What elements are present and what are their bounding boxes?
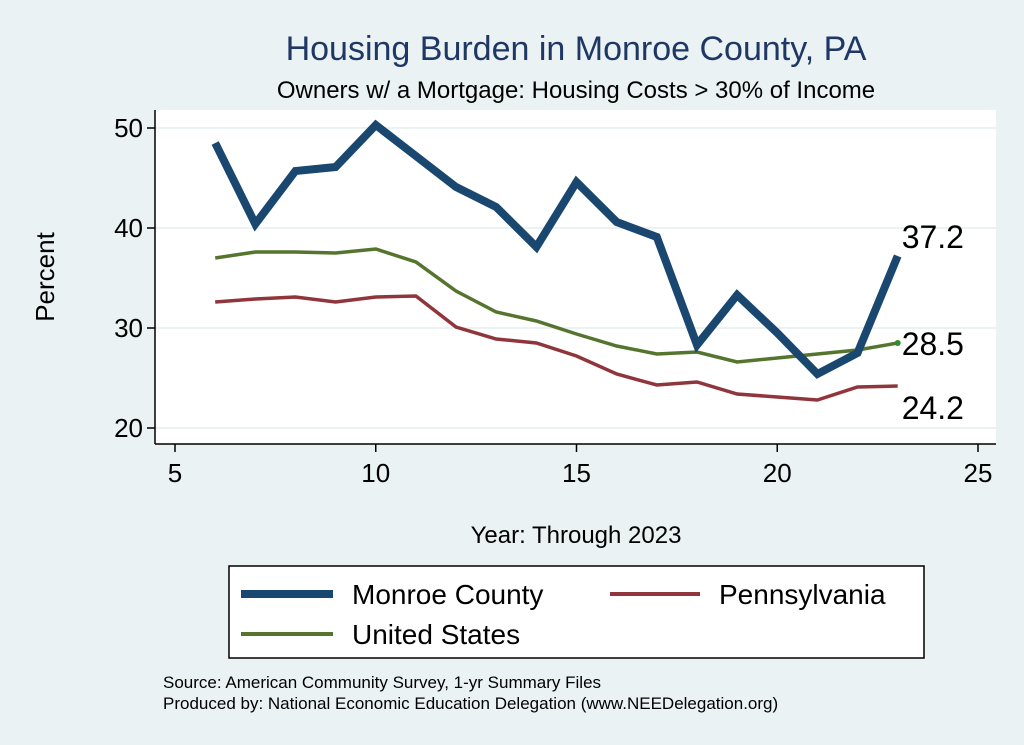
end-label-united-states: 28.5 xyxy=(902,326,964,362)
end-labels: 37.2 24.2 28.5 xyxy=(902,219,964,426)
y-tick-label: 50 xyxy=(114,113,143,143)
legend: Monroe County Pennsylvania United States xyxy=(228,565,925,659)
x-tick-label: 10 xyxy=(361,458,390,488)
legend-box xyxy=(228,565,925,659)
series-line-pennsylvania xyxy=(215,294,898,402)
series-lines xyxy=(211,119,902,402)
grid-lines xyxy=(155,127,996,429)
chart-subtitle: Owners w/ a Mortgage: Housing Costs > 30… xyxy=(277,77,875,104)
source-line: Source: American Community Survey, 1-yr … xyxy=(163,673,601,692)
series-line-united-states xyxy=(214,247,899,364)
x-axis-label: Year: Through 2023 xyxy=(471,522,682,549)
x-tick-label: 5 xyxy=(168,458,182,488)
x-tick-label: 25 xyxy=(964,458,993,488)
plot-area xyxy=(155,110,996,444)
legend-label-united-states: United States xyxy=(352,619,520,650)
x-tick-label: 20 xyxy=(763,458,792,488)
y-axis-label: Percent xyxy=(30,231,60,321)
y-tick-label: 20 xyxy=(114,413,143,443)
united-states-end-marker xyxy=(894,340,901,346)
y-axis: 20 30 40 50 xyxy=(114,110,156,444)
end-label-pennsylvania: 24.2 xyxy=(902,390,964,426)
y-tick-label: 40 xyxy=(114,213,143,243)
producer-line: Produced by: National Economic Education… xyxy=(163,694,778,713)
x-axis: 5 10 15 20 25 xyxy=(155,443,996,488)
legend-label-pennsylvania: Pennsylvania xyxy=(719,579,886,610)
y-tick-label: 30 xyxy=(114,313,143,343)
series-line-monroe-county xyxy=(211,119,902,379)
x-tick-label: 15 xyxy=(562,458,591,488)
legend-label-monroe-county: Monroe County xyxy=(352,579,543,610)
chart-title: Housing Burden in Monroe County, PA xyxy=(286,30,867,68)
end-label-monroe-county: 37.2 xyxy=(902,219,964,255)
source-notes: Source: American Community Survey, 1-yr … xyxy=(163,673,778,713)
